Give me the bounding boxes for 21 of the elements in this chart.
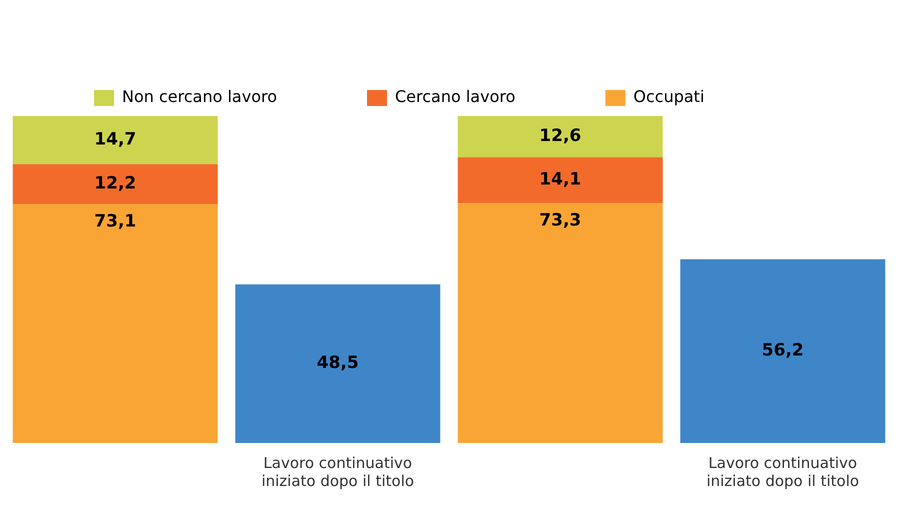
bar bbox=[12, 204, 218, 443]
legend-label: Occupati bbox=[633, 87, 704, 106]
data-label: 14,7 bbox=[94, 129, 136, 150]
bar bbox=[12, 164, 218, 204]
bar bbox=[235, 284, 440, 443]
x-tick-label: Lavoro continuativo iniziato dopo il titolo bbox=[261, 454, 414, 490]
bar bbox=[458, 203, 663, 443]
bar bbox=[458, 157, 663, 204]
legend-label: Non cercano lavoro bbox=[122, 87, 277, 106]
data-label: 56,2 bbox=[762, 340, 804, 361]
data-label: 14,1 bbox=[539, 170, 582, 190]
data-label: 73,1 bbox=[94, 211, 136, 232]
data-label: 73,3 bbox=[539, 210, 582, 231]
bar bbox=[680, 259, 886, 443]
bar bbox=[12, 116, 218, 164]
legend-label: Cercano lavoro bbox=[394, 87, 516, 106]
data-label: 12,2 bbox=[94, 173, 136, 194]
x-tick-label: Lavoro continuativo iniziato dopo il titolo bbox=[706, 454, 860, 490]
data-label: 48,5 bbox=[316, 353, 359, 374]
data-label: 12,6 bbox=[539, 126, 582, 146]
bar bbox=[458, 116, 663, 158]
